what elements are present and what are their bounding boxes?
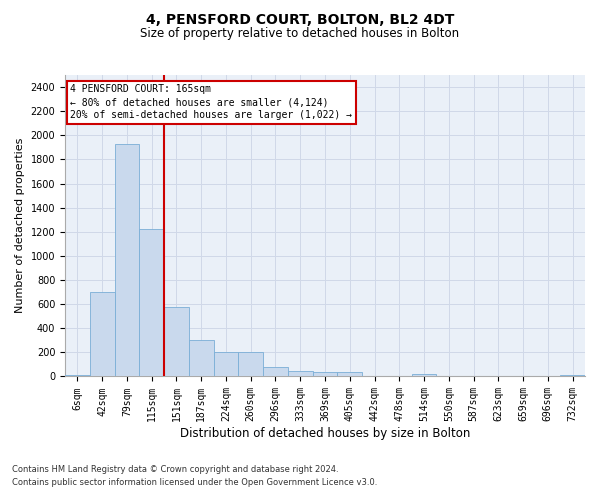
Text: 4 PENSFORD COURT: 165sqm
← 80% of detached houses are smaller (4,124)
20% of sem: 4 PENSFORD COURT: 165sqm ← 80% of detach…	[70, 84, 352, 120]
Bar	[139, 230, 164, 376]
Bar	[189, 340, 214, 376]
Bar	[313, 372, 337, 376]
Bar	[164, 306, 189, 376]
Bar	[214, 352, 238, 376]
Text: Size of property relative to detached houses in Bolton: Size of property relative to detached ho…	[140, 28, 460, 40]
Bar	[288, 371, 313, 376]
Bar	[337, 372, 362, 376]
Bar	[238, 352, 263, 376]
Y-axis label: Number of detached properties: Number of detached properties	[15, 138, 25, 314]
X-axis label: Distribution of detached houses by size in Bolton: Distribution of detached houses by size …	[180, 427, 470, 440]
Bar	[263, 367, 288, 376]
Bar	[560, 374, 585, 376]
Text: Contains public sector information licensed under the Open Government Licence v3: Contains public sector information licen…	[12, 478, 377, 487]
Text: Contains HM Land Registry data © Crown copyright and database right 2024.: Contains HM Land Registry data © Crown c…	[12, 466, 338, 474]
Bar	[90, 292, 115, 376]
Text: 4, PENSFORD COURT, BOLTON, BL2 4DT: 4, PENSFORD COURT, BOLTON, BL2 4DT	[146, 12, 454, 26]
Bar	[65, 374, 90, 376]
Bar	[115, 144, 139, 376]
Bar	[412, 374, 436, 376]
